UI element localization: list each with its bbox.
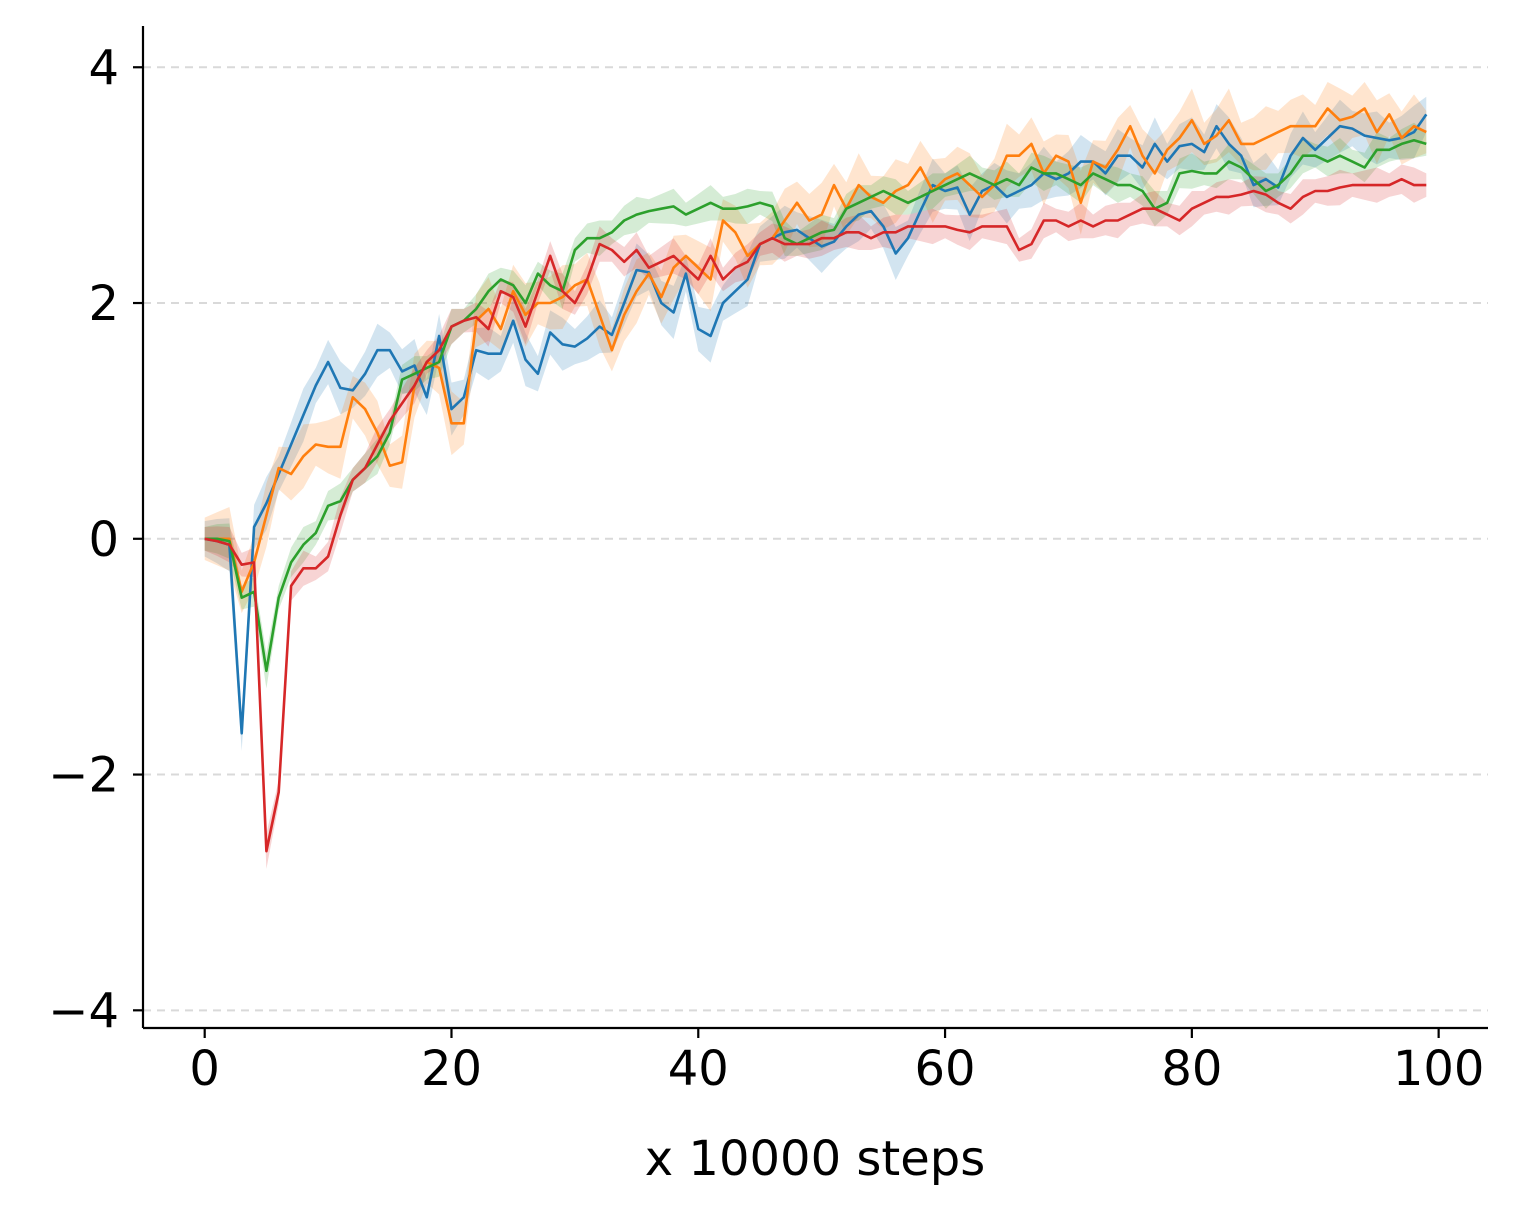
x-tick-label-4: 80	[1161, 1041, 1222, 1097]
y-axis-ticks: −4 −2 0 2 4	[48, 40, 143, 1039]
confidence-bands	[204, 82, 1427, 869]
axes	[141, 26, 1488, 1030]
x-tick-label-2: 40	[668, 1041, 729, 1097]
series-4-line	[204, 177, 1427, 853]
series-2-line	[204, 107, 1427, 594]
y-tick-label-0: −4	[48, 983, 119, 1039]
series-4-band	[204, 164, 1427, 869]
x-tick-label-5: 100	[1393, 1041, 1485, 1097]
y-tick-label-3: 2	[88, 276, 119, 332]
y-tick-label-4: 4	[88, 40, 119, 96]
series-2-band	[204, 82, 1427, 614]
x-axis-label: x 10000 steps	[645, 1131, 985, 1187]
x-tick-label-0: 0	[189, 1041, 220, 1097]
series-3-line	[204, 139, 1427, 673]
series-1-band	[204, 96, 1427, 751]
series-lines	[204, 107, 1428, 853]
x-axis-ticks: 0 20 40 60 80 100	[189, 1028, 1484, 1097]
gridlines	[143, 66, 1488, 1012]
y-tick-label-2: 0	[88, 512, 119, 568]
x-tick-label-3: 60	[915, 1041, 976, 1097]
y-tick-label-1: −2	[48, 748, 119, 804]
x-tick-label-1: 20	[421, 1041, 482, 1097]
